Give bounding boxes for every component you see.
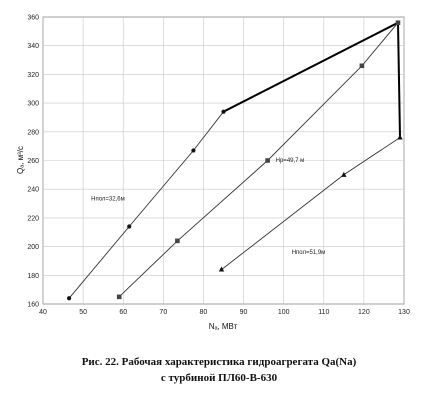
x-tick-label: 50 [79,309,87,316]
x-tick-label: 120 [358,309,370,316]
chart: 40 50 60 70 80 90 100 110 120 130 160 180 200 220 240… [16,15,410,332]
x-tick-label: 80 [200,309,208,316]
series-markers [66,20,403,301]
x-tick-labels: 40 50 60 70 80 90 100 110 120 130 [39,309,410,316]
data-point-circle [66,296,72,301]
x-tick-label: 100 [278,309,290,316]
y-tick-label: 320 [27,72,39,79]
figure-caption-line-2: с турбиной ПЛ60-В-630 [160,372,278,384]
y-axis-label: Qₐ, м³/с [16,146,25,174]
curve-annotation: Нпол=51,9м [292,250,326,256]
curve-annotation: Нр=49,7 м [276,158,305,164]
y-tick-label: 160 [27,302,39,309]
y-tick-label: 220 [27,215,39,222]
data-point-square [265,158,270,163]
limit-line [397,22,401,138]
y-tick-label: 340 [27,43,39,50]
series-line [68,111,224,299]
y-tick-label: 360 [27,15,39,22]
x-tick-label: 70 [159,309,167,316]
annotations: Нпол=32,6м Нр=49,7 м Нпол=51,9м [91,158,325,256]
data-point-square [116,294,122,300]
y-tick-labels: 160 180 200 220 240 260 280 300 320 340 360 [27,15,39,309]
y-tick-label: 300 [27,101,39,108]
data-point-square [395,20,401,26]
y-tick-label: 280 [27,129,39,136]
y-tick-label: 180 [27,273,39,280]
limit-line [223,21,399,113]
y-tick-label: 200 [27,244,39,251]
figure-caption-line-1: Рис. 22. Рабочая характеристика гидроагр… [81,356,357,368]
curve-annotation: Нпол=32,6м [91,197,125,203]
x-axis-label: Nₐ, МВт [209,322,238,331]
x-tick-label: 90 [240,309,248,316]
data-point-square [359,63,365,69]
x-tick-label: 40 [39,309,47,316]
y-tick-label: 260 [27,158,39,165]
data-point-circle [127,224,132,229]
data-point-square [175,238,180,244]
data-point-triangle [218,266,225,272]
data-point-triangle [397,134,403,140]
x-tick-label: 60 [119,309,127,316]
data-point-circle [191,148,196,153]
data-point-circle [221,109,226,114]
data-point-triangle [341,171,347,177]
x-tick-label: 110 [318,309,329,316]
x-tick-label: 130 [398,309,410,316]
y-tick-label: 240 [27,187,39,194]
